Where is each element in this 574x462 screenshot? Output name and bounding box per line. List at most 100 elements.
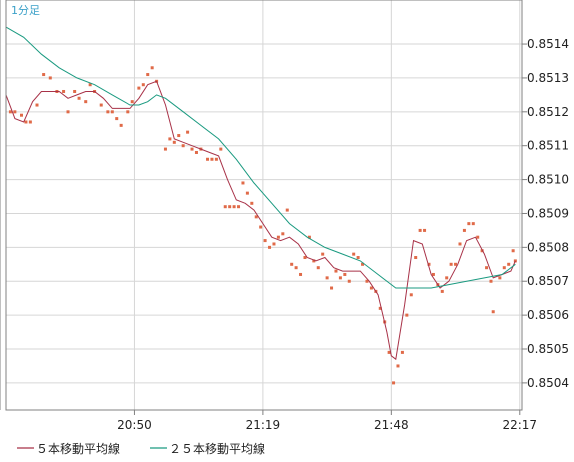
price-dot bbox=[194, 150, 198, 154]
price-dot bbox=[181, 144, 185, 148]
price-dot bbox=[316, 266, 320, 270]
price-dot bbox=[454, 262, 458, 266]
price-dot bbox=[303, 256, 307, 260]
price-dot bbox=[352, 252, 356, 256]
price-dot bbox=[259, 225, 263, 229]
timeframe-label: 1分足 bbox=[11, 4, 40, 17]
price-dot bbox=[281, 232, 285, 236]
legend-ma25-label: ２５本移動平均線 bbox=[169, 441, 265, 456]
y-tick-label: 0.8507 bbox=[527, 274, 569, 288]
price-dot bbox=[35, 103, 39, 107]
y-tick-label: 0.8511 bbox=[527, 139, 569, 153]
price-dot bbox=[8, 110, 12, 114]
price-dot bbox=[228, 205, 232, 209]
price-dot bbox=[476, 235, 480, 239]
price-dot bbox=[130, 100, 134, 104]
price-dot bbox=[190, 147, 194, 151]
price-dot bbox=[177, 134, 181, 138]
price-dot bbox=[210, 157, 214, 161]
price-dot bbox=[237, 205, 241, 209]
price-dot bbox=[66, 110, 70, 114]
price-dot bbox=[290, 262, 294, 266]
price-dot bbox=[369, 286, 373, 290]
price-dot bbox=[206, 157, 210, 161]
y-tick-label: 0.8505 bbox=[527, 342, 569, 356]
price-dot bbox=[168, 137, 172, 141]
price-dot bbox=[232, 205, 236, 209]
price-dot bbox=[146, 73, 150, 77]
price-dot bbox=[458, 242, 462, 246]
price-dot bbox=[338, 276, 342, 280]
ma25-line bbox=[5, 26, 516, 289]
grid-layer bbox=[6, 0, 522, 410]
price-dot bbox=[361, 262, 365, 266]
price-dot bbox=[299, 272, 303, 276]
price-dot bbox=[172, 140, 176, 144]
price-dot bbox=[88, 83, 92, 87]
price-dot bbox=[405, 313, 409, 317]
y-tick-label: 0.8506 bbox=[527, 308, 569, 322]
price-dot bbox=[294, 266, 298, 270]
price-dot bbox=[502, 266, 506, 270]
price-dot bbox=[356, 256, 360, 260]
axis-layer: 0.8504 0.8505 0.8506 0.8507 0.8508 0.8509 0.85… bbox=[0, 0, 569, 432]
price-dot bbox=[110, 110, 114, 114]
price-dot bbox=[307, 235, 311, 239]
price-dot bbox=[84, 100, 88, 104]
legend-ma5-label: ５本移動平均線 bbox=[36, 441, 120, 456]
price-dot bbox=[312, 259, 316, 263]
x-tick-label: 20:50 bbox=[117, 418, 152, 432]
price-dot bbox=[431, 272, 435, 276]
y-tick-label: 0.8514 bbox=[527, 37, 569, 51]
price-dot bbox=[276, 235, 280, 239]
price-dot bbox=[163, 147, 167, 151]
price-dot bbox=[126, 110, 130, 114]
price-dot bbox=[263, 239, 267, 243]
price-dot bbox=[414, 256, 418, 260]
price-dot bbox=[48, 76, 52, 80]
price-dot bbox=[485, 266, 489, 270]
x-tick-label: 22:17 bbox=[502, 418, 537, 432]
moving-average-layer bbox=[5, 26, 516, 361]
price-dot bbox=[440, 289, 444, 293]
price-dot bbox=[347, 279, 351, 283]
price-dot bbox=[378, 306, 382, 310]
price-dot bbox=[511, 249, 515, 253]
price-dot bbox=[245, 191, 249, 195]
y-tick-label: 0.8504 bbox=[527, 376, 569, 390]
price-dot bbox=[409, 293, 413, 297]
price-dot bbox=[449, 262, 453, 266]
legend: ５本移動平均線 ２５本移動平均線 bbox=[17, 441, 265, 456]
price-dot bbox=[396, 364, 400, 368]
price-dot bbox=[223, 205, 227, 209]
plot-border bbox=[5, 0, 523, 411]
y-tick-label: 0.8513 bbox=[527, 71, 569, 85]
x-tick-label: 21:19 bbox=[246, 418, 281, 432]
price-dot bbox=[423, 228, 427, 232]
price-dot bbox=[42, 73, 46, 77]
price-dot bbox=[334, 269, 338, 273]
price-dot bbox=[498, 276, 502, 280]
y-tick-label: 0.8510 bbox=[527, 173, 569, 187]
price-dot bbox=[28, 120, 32, 124]
y-tick-label: 0.8509 bbox=[527, 206, 569, 220]
price-dot bbox=[254, 215, 258, 219]
price-dot bbox=[400, 350, 404, 354]
price-dot bbox=[392, 381, 396, 385]
y-tick-label: 0.8508 bbox=[527, 240, 569, 254]
price-dot bbox=[241, 181, 245, 185]
price-dot bbox=[418, 228, 422, 232]
price-dot bbox=[214, 157, 218, 161]
price-dot bbox=[365, 279, 369, 283]
price-dot bbox=[24, 120, 28, 124]
price-dot bbox=[285, 208, 289, 212]
price-dot bbox=[150, 66, 154, 70]
price-dot bbox=[141, 83, 145, 87]
price-dot bbox=[73, 89, 77, 93]
price-dot bbox=[115, 117, 119, 121]
price-dot bbox=[186, 130, 190, 134]
ma5-line bbox=[5, 80, 516, 361]
price-dot bbox=[119, 123, 123, 127]
